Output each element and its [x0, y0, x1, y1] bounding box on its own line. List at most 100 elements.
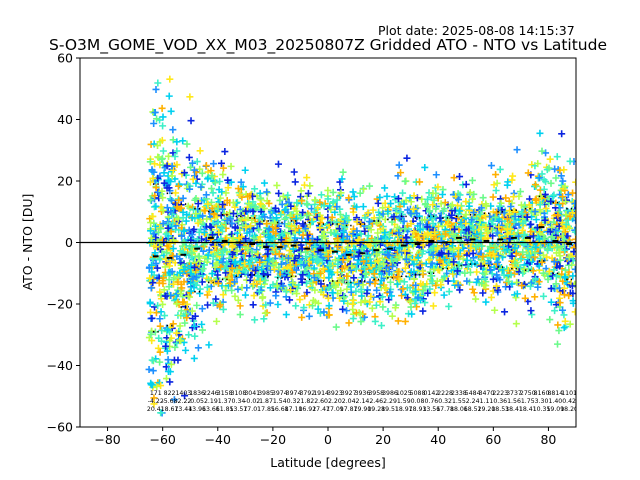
scatter-point: [383, 192, 391, 200]
scatter-point: [427, 272, 435, 280]
scatter-point: [187, 279, 195, 287]
scatter-point: [412, 288, 420, 296]
scatter-point: [362, 252, 370, 260]
scatter-point: [479, 289, 487, 297]
bin-stat-label: 19.28: [367, 406, 385, 413]
scatter-point: [378, 322, 386, 330]
scatter-point: [239, 183, 247, 191]
scatter-point: [449, 242, 457, 250]
scatter-point: [535, 262, 543, 270]
scatter-point: [151, 303, 159, 311]
scatter-point: [433, 277, 441, 285]
scatter-point: [309, 279, 317, 287]
scatter-point: [571, 265, 576, 273]
scatter-point: [166, 378, 174, 386]
scatter-point: [211, 243, 219, 251]
scatter-point: [146, 178, 154, 186]
scatter-point: [355, 280, 363, 288]
scatter-point: [299, 271, 307, 279]
scatter-point: [169, 245, 177, 253]
scatter-point: [531, 249, 539, 257]
scatter-point: [423, 203, 431, 211]
scatter-point: [152, 202, 160, 210]
scatter-point: [482, 268, 490, 276]
scatter-point: [488, 270, 496, 278]
bin-stat-label: 18.41: [519, 406, 537, 413]
scatter-point: [166, 368, 174, 376]
scatter-point: [249, 301, 257, 309]
x-tick-label: −80: [94, 432, 120, 447]
bin-stat-label: 3923: [327, 390, 343, 397]
scatter-point: [556, 299, 564, 307]
bin-stat-label: 3936: [355, 390, 371, 397]
scatter-point: [194, 200, 202, 208]
scatter-point: [441, 272, 449, 280]
scatter-point: [547, 285, 555, 293]
scatter-point: [147, 234, 155, 242]
scatter-point: [327, 206, 335, 214]
bin-stat-label: 2.60: [314, 398, 328, 405]
scatter-point: [269, 281, 277, 289]
bin-stat-label: -2.22: [175, 398, 191, 405]
scatter-point: [174, 356, 182, 364]
scatter-point: [198, 169, 206, 177]
scatter-point: [169, 136, 177, 144]
scatter-point: [218, 224, 226, 232]
scatter-point: [421, 216, 429, 224]
scatter-point: [363, 289, 371, 297]
scatter-point: [417, 280, 425, 288]
bin-stat-label: 13.96: [188, 406, 206, 413]
scatter-point: [565, 292, 573, 300]
scatter-point: [196, 147, 204, 155]
bin-stat-label: 5088: [410, 390, 426, 397]
scatter-point: [224, 184, 232, 192]
scatter-point: [526, 282, 534, 290]
scatter-point: [234, 285, 242, 293]
scatter-point: [327, 217, 335, 225]
scatter-point: [168, 268, 176, 276]
scatter-point: [416, 226, 424, 234]
scatter-point: [299, 220, 307, 228]
y-tick-label: −20: [47, 297, 73, 312]
scatter-point: [317, 280, 325, 288]
scatter-point: [257, 208, 265, 216]
scatter-point: [202, 191, 210, 199]
scatter-point: [146, 158, 154, 166]
scatter-point: [556, 252, 564, 260]
scatter-point: [569, 189, 576, 197]
scatter-point: [170, 280, 178, 288]
scatter-point: [421, 163, 429, 171]
scatter-point: [394, 273, 402, 281]
scatter-point: [454, 267, 462, 275]
bin-stat-label: 1101: [561, 390, 577, 397]
scatter-point: [154, 344, 162, 352]
scatter-point: [158, 104, 166, 112]
scatter-point: [187, 163, 195, 171]
scatter-point: [164, 356, 172, 364]
scatter-point: [147, 379, 155, 387]
scatter-point: [521, 294, 529, 302]
scatter-point: [208, 204, 216, 212]
y-axis-label: ATO - NTO [DU]: [20, 194, 35, 291]
scatter-point: [207, 223, 215, 231]
scatter-point: [521, 265, 529, 273]
bin-stat-label: 17.47: [312, 406, 330, 413]
scatter-point: [219, 305, 227, 313]
scatter-point: [255, 214, 263, 222]
scatter-point: [535, 278, 543, 286]
scatter-point: [247, 222, 255, 230]
scatter-point: [362, 270, 370, 278]
scatter-point: [210, 160, 218, 168]
bin-stat-label: 1.87: [259, 398, 273, 405]
scatter-point: [538, 258, 546, 266]
scatter-point: [437, 200, 445, 208]
scatter-point: [236, 302, 244, 310]
scatter-point: [370, 270, 378, 278]
scatter-point: [159, 280, 167, 288]
scatter-point: [249, 207, 257, 215]
bin-stat-label: 2750: [520, 390, 536, 397]
scatter-point: [395, 229, 403, 237]
scatter-point: [436, 256, 444, 264]
bin-stat-label: 19.51: [381, 406, 399, 413]
